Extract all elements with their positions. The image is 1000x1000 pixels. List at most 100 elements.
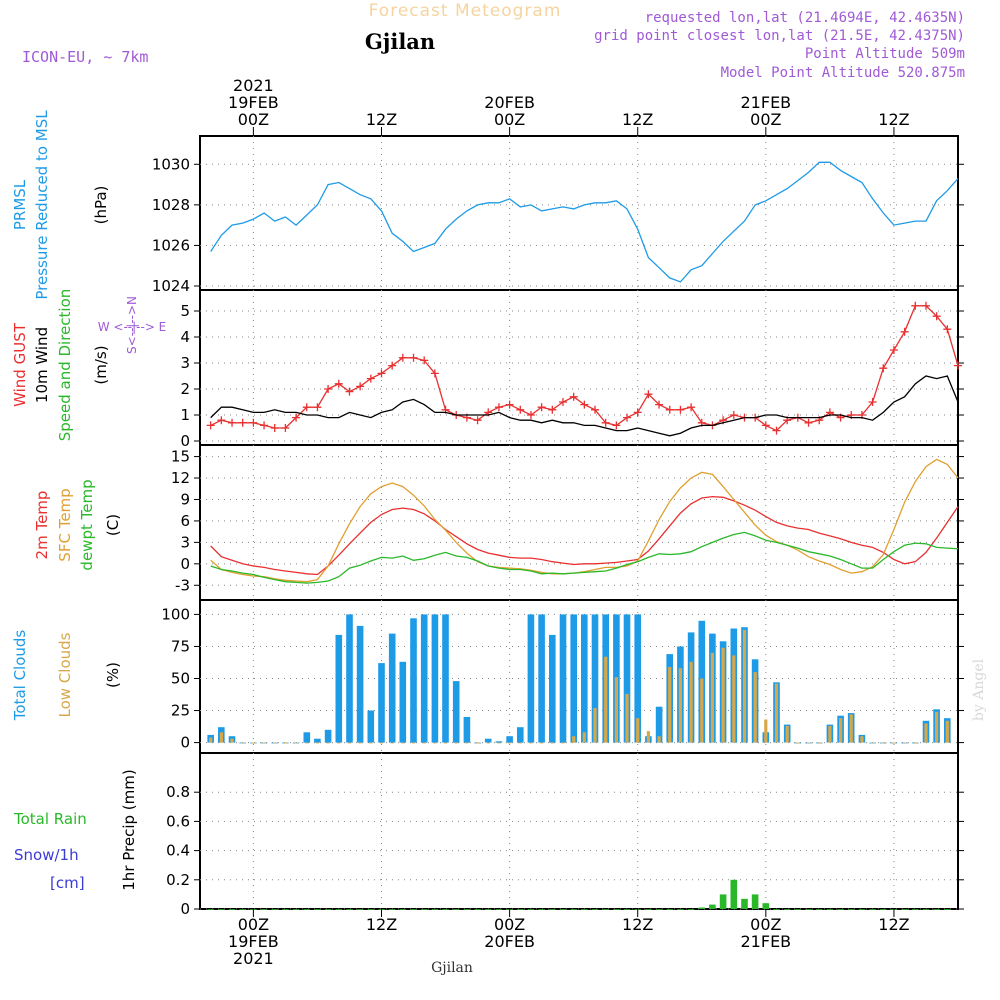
gust-marker [270, 424, 279, 432]
total-rain-bar [805, 909, 812, 910]
low-clouds-bar [518, 742, 522, 744]
low-clouds-bar [347, 742, 352, 744]
low-clouds-bar [486, 742, 490, 744]
clouds-axis-label: (%) [104, 662, 122, 688]
time-tick-label: 12Z [622, 915, 653, 934]
low-clouds-bar [678, 668, 682, 743]
time-tick-label: 00Z [494, 915, 525, 934]
total-clouds-bar [420, 614, 428, 743]
y-tick-label: 0.4 [166, 842, 190, 860]
low-clouds-bar [796, 742, 800, 744]
low-clouds-bar [732, 655, 736, 743]
total-rain-bar [655, 909, 663, 910]
total-clouds-bar [431, 614, 439, 743]
gust-marker [761, 421, 770, 430]
total-clouds-bar [484, 738, 492, 743]
low-clouds-bar [465, 742, 469, 744]
time-tick-label: 12Z [366, 915, 397, 934]
low-clouds-bar [283, 742, 287, 744]
temperature-axis-label: 2m Temp [33, 491, 51, 560]
low-clouds-bar [849, 714, 853, 743]
total-rain-bar [826, 909, 834, 910]
total-rain-bar [495, 909, 503, 910]
total-rain-bar [773, 909, 780, 910]
time-tick-label: 20FEB [484, 93, 535, 112]
y-tick-label: 1026 [152, 236, 190, 254]
total-rain-bar [463, 909, 471, 910]
total-clouds-bar [399, 661, 407, 743]
total-rain-bar [292, 909, 300, 910]
low-clouds-bar [753, 672, 757, 743]
gust-marker [644, 390, 653, 399]
total-rain-bar [410, 909, 417, 910]
total-rain-bar [442, 909, 449, 910]
time-tick-label: 12Z [366, 110, 397, 129]
gust-marker [633, 408, 642, 417]
total-rain-bar [314, 909, 321, 910]
low-clouds-bar [785, 725, 789, 743]
low-clouds-bar [443, 742, 448, 744]
wind-axis-label: (m/s) [92, 345, 110, 384]
total-rain-bar [282, 909, 289, 910]
time-tick-label: 19FEB [228, 93, 279, 112]
low-clouds-bar [817, 742, 821, 744]
gust-marker [889, 346, 898, 354]
total-clouds-bar [335, 634, 343, 743]
total-clouds-bar [538, 614, 545, 743]
low-clouds-bar [337, 742, 341, 744]
temperature-axis-label: dewpt Temp [78, 479, 96, 570]
gust-marker [558, 398, 567, 406]
y-tick-label: 3 [180, 354, 190, 372]
total-clouds-bar [559, 614, 567, 743]
total-rain-bar [880, 909, 887, 910]
low-clouds-bar [508, 742, 512, 744]
low-clouds-bar [924, 723, 928, 743]
low-clouds-bar [806, 742, 811, 744]
gust-marker [228, 418, 237, 427]
total-rain-bar [719, 894, 727, 909]
low-clouds-bar [721, 647, 725, 743]
gust-marker [591, 405, 600, 414]
dewpt-temp-line [210, 531, 959, 584]
total-rain-bar [527, 909, 535, 910]
gust-marker [526, 411, 535, 419]
precip-legend-label: Total Rain [13, 810, 87, 828]
total-rain-bar [335, 909, 343, 910]
low-clouds-bar [913, 742, 917, 744]
10m-wind-line [210, 375, 959, 437]
pressure-frame [199, 135, 959, 291]
gust-marker [238, 418, 247, 427]
low-clouds-bar [764, 719, 768, 743]
total-rain-bar [207, 909, 214, 910]
total-clouds-bar [442, 614, 449, 743]
temperature-axis-label: SFC Temp [56, 488, 74, 561]
total-rain-bar [346, 909, 353, 910]
total-clouds-bar [388, 633, 396, 743]
point-altitude: Point Altitude 509m [805, 46, 965, 62]
y-tick-label: 0.2 [166, 871, 190, 889]
time-tick-label: 00Z [238, 110, 269, 129]
total-rain-bar [677, 909, 684, 910]
low-clouds-bar [625, 693, 629, 743]
y-tick-label: 0 [180, 900, 190, 918]
y-tick-label: -3 [175, 576, 190, 594]
low-clouds-bar [710, 652, 714, 743]
total-clouds-bar [581, 614, 588, 743]
low-clouds-bar [646, 731, 650, 743]
low-clouds-bar [614, 677, 618, 743]
total-rain-bar [303, 909, 311, 910]
precip-panel: 0 0.2 0.4 0.6 0.8 [166, 752, 964, 918]
total-rain-bar [613, 909, 620, 910]
total-rain-bar [912, 909, 919, 910]
total-rain-bar [239, 909, 246, 910]
y-tick-label: 2 [180, 380, 190, 398]
gust-marker [494, 403, 503, 412]
low-clouds-bar [839, 718, 843, 743]
total-clouds-bar [517, 727, 524, 743]
low-clouds-bar [561, 742, 565, 744]
total-rain-bar [559, 909, 567, 910]
total-rain-bar [388, 909, 396, 910]
low-clouds-bar [294, 742, 298, 744]
low-clouds-bar [636, 718, 640, 743]
